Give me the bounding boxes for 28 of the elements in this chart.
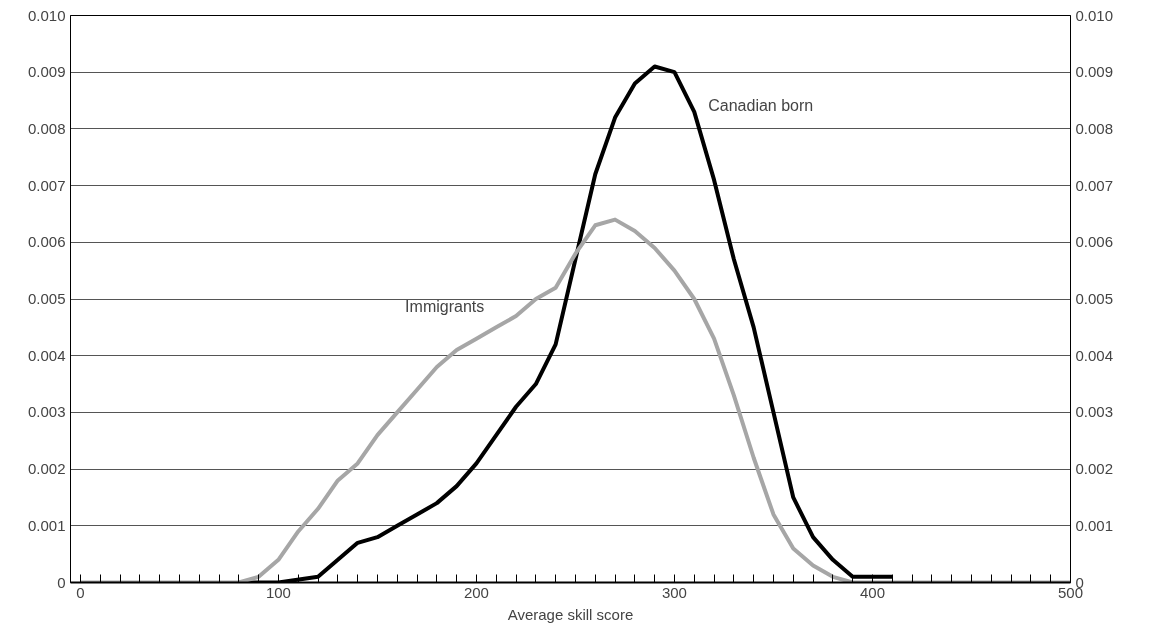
y2-tick-label: 0.005	[1075, 290, 1114, 307]
x-tick-label: 100	[265, 583, 291, 601]
y-tick-label: 0.008	[27, 119, 66, 137]
y-tick-label: 0.009	[27, 63, 66, 81]
y2-tick-label: 0.010	[1075, 6, 1114, 24]
y-tick-label: 0.005	[27, 290, 66, 307]
y2-tick-label: 0.003	[1075, 403, 1114, 421]
x-tick-label: 300	[661, 583, 687, 601]
y-tick-label: 0.006	[27, 233, 66, 251]
y-tick-label: 0.002	[27, 460, 66, 478]
series-label: Immigrants	[405, 298, 485, 316]
y2-tick-label: 0.001	[1075, 516, 1114, 534]
y2-tick-label: 0.004	[1075, 346, 1114, 364]
y2-tick-label: 0.008	[1075, 119, 1114, 137]
y-tick-label: 0.007	[27, 176, 66, 194]
x-tick-label: 400	[859, 583, 885, 601]
x-axis-title: Average skill score	[507, 605, 634, 623]
y2-tick-label: 0.007	[1075, 176, 1114, 194]
y2-tick-label: 0.009	[1075, 63, 1114, 81]
y-tick-label: 0.010	[27, 6, 66, 24]
y-tick-label: 0.004	[27, 346, 66, 364]
y-tick-label: 0.003	[27, 403, 66, 421]
x-tick-label: 0	[76, 583, 85, 601]
y-tick-label: 0.001	[27, 516, 66, 534]
x-tick-label: 200	[463, 583, 489, 601]
series-label: Canadian born	[708, 97, 814, 115]
y2-tick-label: 0.002	[1075, 460, 1114, 478]
y2-tick-label: 0.006	[1075, 233, 1114, 251]
